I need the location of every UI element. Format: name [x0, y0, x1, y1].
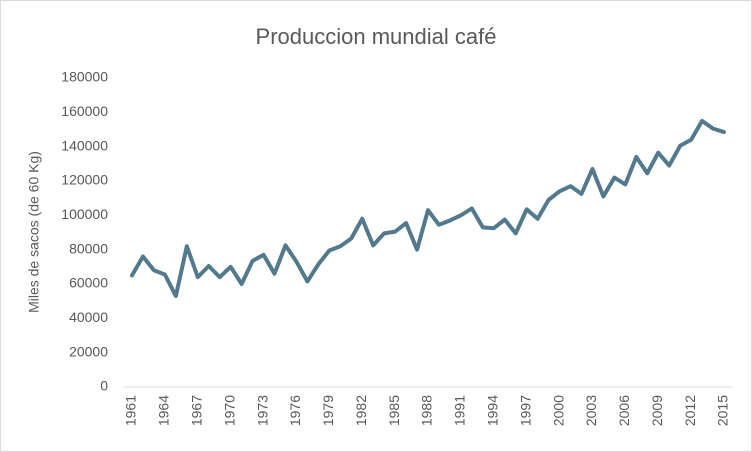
x-tick-label: 1979: [320, 395, 336, 426]
x-tick-label: 1967: [188, 395, 204, 426]
x-tick-label: 1973: [254, 395, 270, 426]
x-tick-label: 1994: [484, 395, 500, 426]
y-tick-label: 160000: [61, 103, 108, 119]
x-tick-label: 2006: [616, 395, 632, 426]
y-tick-label: 100000: [61, 206, 108, 222]
x-tick-label: 1988: [419, 395, 435, 426]
x-tick-label: 2015: [715, 395, 731, 426]
y-tick-label: 140000: [61, 137, 108, 153]
x-tick-label: 1982: [353, 395, 369, 426]
x-tick-label: 2000: [550, 395, 566, 426]
x-tick-label: 2012: [682, 395, 698, 426]
y-tick-label: 20000: [69, 343, 108, 359]
y-tick-label: 80000: [69, 240, 108, 256]
x-tick-label: 1985: [386, 395, 402, 426]
x-tick-label: 1976: [287, 395, 303, 426]
y-tick-label: 120000: [61, 172, 108, 188]
x-tick-label: 1961: [123, 395, 139, 426]
y-tick-label: 0: [100, 378, 108, 394]
x-tick-label: 1970: [221, 395, 237, 426]
y-axis-label: Miles de sacos (de 60 Kg): [26, 151, 42, 313]
x-tick-label: 1964: [156, 395, 172, 426]
y-tick-label: 180000: [61, 69, 108, 85]
x-tick-label: 1997: [517, 395, 533, 426]
x-tick-label: 1991: [452, 395, 468, 426]
x-tick-label: 2009: [649, 395, 665, 426]
data-line: [130, 118, 726, 299]
chart-title: Produccion mundial café: [256, 24, 497, 49]
y-tick-label: 40000: [69, 309, 108, 325]
x-tick-label: 2003: [583, 395, 599, 426]
y-tick-label: 60000: [69, 275, 108, 291]
